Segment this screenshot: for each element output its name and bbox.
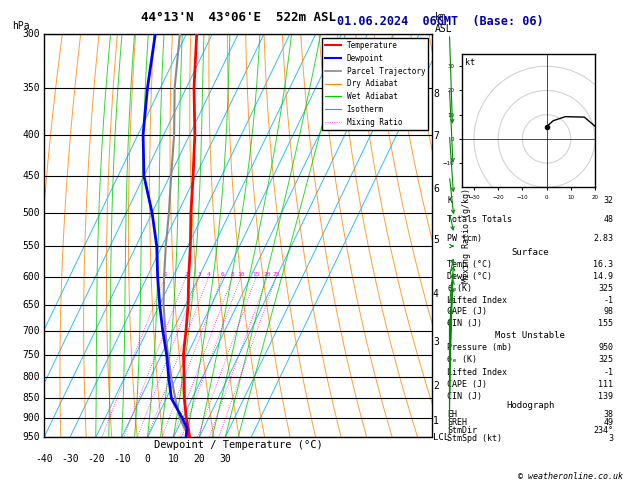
Text: 950: 950 [23,433,40,442]
Text: -40: -40 [35,453,53,464]
Text: km
ASL: km ASL [435,13,453,34]
Text: 300: 300 [23,29,40,39]
Text: 139: 139 [598,392,613,401]
Text: 3: 3 [608,434,613,443]
Text: 750: 750 [23,349,40,360]
Text: 10: 10 [237,272,245,277]
Text: θₑ (K): θₑ (K) [447,355,477,364]
Text: -20: -20 [87,453,104,464]
Text: Mixing Ratio (g/kg): Mixing Ratio (g/kg) [462,188,471,283]
Text: Most Unstable: Most Unstable [496,331,565,340]
Text: 3: 3 [198,272,201,277]
Legend: Temperature, Dewpoint, Parcel Trajectory, Dry Adiabat, Wet Adiabat, Isotherm, Mi: Temperature, Dewpoint, Parcel Trajectory… [322,38,428,130]
Text: LCL: LCL [433,433,449,442]
Text: 155: 155 [598,319,613,328]
Text: 234°: 234° [594,426,613,434]
Text: Temp (°C): Temp (°C) [447,260,492,269]
Text: 49: 49 [603,417,613,427]
Text: Pressure (mb): Pressure (mb) [447,343,512,352]
Text: -1: -1 [603,367,613,377]
Text: Surface: Surface [511,248,549,258]
Text: 16.3: 16.3 [594,260,613,269]
Text: 2.83: 2.83 [594,234,613,243]
Text: 44°13'N  43°06'E  522m ASL: 44°13'N 43°06'E 522m ASL [141,11,336,24]
Text: 01.06.2024  06GMT  (Base: 06): 01.06.2024 06GMT (Base: 06) [337,15,543,28]
Text: 20: 20 [193,453,205,464]
Text: -10: -10 [113,453,130,464]
Text: CIN (J): CIN (J) [447,392,482,401]
Text: StmSpd (kt): StmSpd (kt) [447,434,502,443]
Text: 2: 2 [184,272,188,277]
Text: 20: 20 [264,272,271,277]
Text: 5: 5 [433,235,439,245]
Text: 14.9: 14.9 [594,272,613,281]
Text: 800: 800 [23,372,40,382]
Text: CAPE (J): CAPE (J) [447,308,487,316]
Text: 325: 325 [598,355,613,364]
Text: 32: 32 [603,196,613,205]
Text: Lifted Index: Lifted Index [447,367,507,377]
Text: 38: 38 [603,410,613,418]
Text: 2: 2 [433,381,439,391]
Text: 15: 15 [252,272,260,277]
Text: 6: 6 [433,184,439,194]
X-axis label: Dewpoint / Temperature (°C): Dewpoint / Temperature (°C) [153,440,323,450]
Text: 450: 450 [23,171,40,181]
Text: 8: 8 [433,89,439,99]
Text: 600: 600 [23,272,40,281]
Text: PW (cm): PW (cm) [447,234,482,243]
Text: Totals Totals: Totals Totals [447,215,512,224]
Text: kt: kt [465,58,474,67]
Text: StmDir: StmDir [447,426,477,434]
Text: SREH: SREH [447,417,467,427]
Text: 550: 550 [23,241,40,251]
Text: Hodograph: Hodograph [506,401,555,411]
Text: 6: 6 [221,272,225,277]
Text: 8: 8 [231,272,235,277]
Text: 650: 650 [23,299,40,310]
Text: CIN (J): CIN (J) [447,319,482,328]
Text: 3: 3 [433,337,439,347]
Text: 1: 1 [433,416,439,426]
Text: 900: 900 [23,414,40,423]
Text: 350: 350 [23,83,40,93]
Text: Dewp (°C): Dewp (°C) [447,272,492,281]
Text: 10: 10 [167,453,179,464]
Text: K: K [447,196,452,205]
Text: 4: 4 [433,289,439,299]
Text: θₑ(K): θₑ(K) [447,284,472,293]
Text: 0: 0 [145,453,150,464]
Text: 7: 7 [433,131,439,140]
Text: 950: 950 [598,343,613,352]
Text: 700: 700 [23,326,40,335]
Text: hPa: hPa [13,21,30,31]
Text: 30: 30 [220,453,231,464]
Text: 111: 111 [598,380,613,389]
Text: CAPE (J): CAPE (J) [447,380,487,389]
Text: 25: 25 [272,272,280,277]
Text: -30: -30 [61,453,79,464]
Text: 850: 850 [23,394,40,403]
Text: © weatheronline.co.uk: © weatheronline.co.uk [518,472,623,481]
Text: 325: 325 [598,284,613,293]
Text: 400: 400 [23,130,40,139]
Text: 4: 4 [207,272,211,277]
Text: Lifted Index: Lifted Index [447,295,507,305]
Text: 1: 1 [164,272,167,277]
Text: -1: -1 [603,295,613,305]
Text: 98: 98 [603,308,613,316]
Text: 48: 48 [603,215,613,224]
Text: 500: 500 [23,208,40,218]
Text: EH: EH [447,410,457,418]
